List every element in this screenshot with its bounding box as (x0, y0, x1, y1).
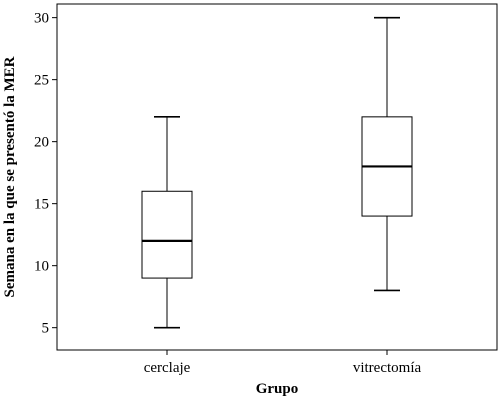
y-axis-title: Semana en la que se presentó la MER (2, 56, 18, 297)
y-tick-label: 20 (34, 135, 49, 151)
boxes (141, 16, 413, 329)
y-axis: 5 10 15 20 25 30 (34, 11, 57, 337)
x-axis-title: Grupo (256, 381, 299, 397)
x-tick-label: vitrectomía (353, 360, 422, 376)
y-tick-label: 15 (34, 197, 49, 213)
box-1 (361, 16, 413, 292)
y-tick-label: 30 (34, 11, 49, 27)
y-tick-label: 25 (34, 73, 49, 89)
x-axis: cerclaje vitrectomía (144, 350, 422, 376)
x-tick-label: cerclaje (144, 360, 191, 376)
plot-area (56, 3, 498, 351)
iqr-box (141, 190, 193, 279)
y-tick-label: 10 (34, 259, 49, 275)
y-tick-label: 5 (42, 321, 50, 337)
box-0 (141, 116, 193, 329)
